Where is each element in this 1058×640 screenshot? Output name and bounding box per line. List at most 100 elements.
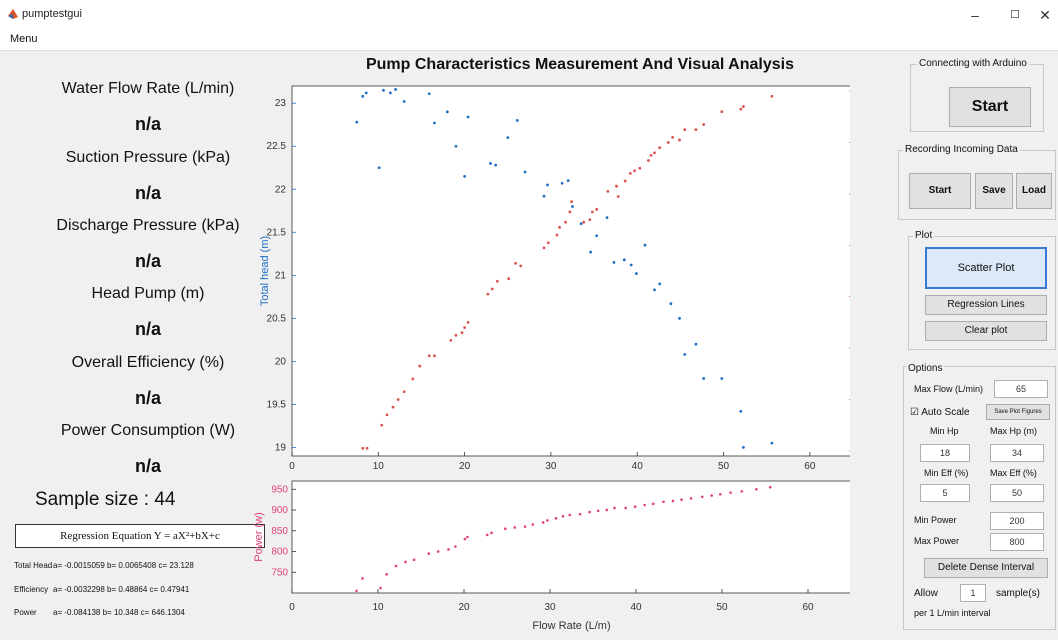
efficiency-point	[391, 405, 395, 409]
suction-pressure-value: n/a	[134, 183, 161, 203]
efficiency-point	[396, 398, 400, 401]
x-tick-label: 20	[459, 461, 471, 472]
auto-scale-checkbox[interactable]: ☑ Auto Scale	[910, 407, 970, 418]
head-point	[494, 163, 498, 167]
head-efficiency-chart: 01020304050601919.52020.52121.52222.5234…	[259, 85, 850, 472]
regression-lines-button[interactable]: Regression Lines	[925, 295, 1047, 315]
efficiency-point	[623, 179, 627, 183]
y-tick-label: 21	[275, 270, 287, 281]
head-point	[741, 445, 745, 449]
efficiency-point	[588, 218, 592, 222]
min-eff-field[interactable]: 5	[920, 484, 970, 502]
x-tick-label: 40	[630, 602, 642, 613]
head-point	[683, 353, 687, 356]
minimize-button[interactable]: –	[971, 7, 979, 23]
options-panel: Options Max Flow (L/min) 65 ☑ Auto Scale…	[903, 363, 1056, 630]
close-button[interactable]: ✕	[1039, 7, 1051, 23]
efficiency-point	[402, 390, 406, 394]
max-power-field[interactable]: 800	[990, 533, 1044, 551]
y-tick-label: 20	[275, 356, 287, 367]
power-point	[463, 537, 467, 541]
regression-row-name: Power	[14, 608, 37, 617]
max-flow-field[interactable]: 65	[994, 380, 1048, 398]
menu-item[interactable]: Menu	[10, 33, 38, 45]
max-power-label: Max Power	[914, 536, 960, 546]
chart-title: Pump Characteristics Measurement And Vis…	[365, 56, 794, 73]
delete-dense-interval-button[interactable]: Delete Dense Interval	[924, 558, 1048, 578]
maximize-button[interactable]: ☐	[1010, 9, 1020, 21]
power-point	[379, 586, 382, 590]
efficiency-point	[741, 105, 745, 108]
power-point	[361, 577, 364, 580]
power-point	[662, 500, 665, 504]
record-save-button[interactable]: Save	[975, 173, 1013, 209]
power-point	[700, 495, 704, 499]
min-hp-field[interactable]: 18	[920, 444, 970, 462]
head-point	[702, 377, 706, 380]
record-load-button[interactable]: Load	[1016, 173, 1052, 209]
power-point	[531, 523, 535, 526]
efficiency-point	[638, 166, 642, 170]
head-point	[377, 166, 381, 170]
efficiency-point	[633, 169, 637, 173]
efficiency-point	[666, 141, 670, 144]
y-tick-label: 800	[271, 547, 288, 558]
power-point	[427, 552, 431, 555]
efficiency-point	[542, 246, 546, 250]
plot-panel: Plot Scatter Plot Regression Lines Clear…	[908, 230, 1056, 350]
power-point	[633, 505, 637, 509]
efficiency-label: Overall Efficiency (%)	[71, 354, 225, 371]
y-tick-label: 19	[275, 442, 287, 453]
y-tick-label: 20.5	[267, 313, 287, 324]
efficiency-point	[433, 354, 436, 358]
head-point	[515, 119, 519, 122]
head-point	[355, 120, 359, 124]
per-interval-label: per 1 L/min interval	[914, 608, 991, 618]
efficiency-point	[365, 446, 369, 450]
power-point	[643, 503, 646, 507]
power-point	[605, 508, 609, 512]
efficiency-point	[514, 261, 517, 265]
efficiency-point	[546, 241, 550, 245]
power-point	[355, 589, 358, 593]
save-plot-figures-button[interactable]: Save Plot Figures	[986, 404, 1050, 420]
power-point	[447, 548, 450, 551]
power-point	[436, 550, 440, 553]
clear-plot-button[interactable]: Clear plot	[925, 321, 1047, 341]
discharge-pressure-value: n/a	[134, 251, 161, 271]
charts-area: 0 10 20 30 40 50 60 19 19.5 20 20.5 21 21.5 22 22.5 23 4…	[253, 85, 850, 632]
record-start-button[interactable]: Start	[909, 173, 971, 209]
power-point	[755, 487, 758, 491]
power-point	[523, 525, 527, 528]
max-hp-field[interactable]: 34	[990, 444, 1044, 462]
scatter-plot-button[interactable]: Scatter Plot	[925, 247, 1047, 289]
sample-size: Sample size : 44	[35, 489, 176, 510]
x-axis-label: Flow Rate (L/m)	[532, 620, 610, 632]
power-point	[740, 490, 744, 493]
min-power-field[interactable]: 200	[990, 512, 1044, 530]
max-eff-field[interactable]: 50	[990, 484, 1044, 502]
power-point	[404, 560, 407, 564]
power-point	[578, 512, 582, 516]
power-point	[454, 545, 457, 548]
arduino-panel: Connecting with Arduino Start	[910, 58, 1044, 132]
power-point	[718, 492, 722, 496]
head-point	[629, 263, 633, 267]
regression-row-coef: a= -0.0032298 b= 0.48864 c= 0.47941	[53, 585, 190, 594]
head-point	[364, 91, 368, 95]
y-axis-label: Total head (m)	[259, 236, 271, 306]
arduino-start-button[interactable]: Start	[949, 87, 1031, 127]
x-tick-label: 10	[373, 461, 385, 472]
head-point	[566, 179, 570, 183]
head-point	[454, 144, 458, 148]
efficiency-point	[694, 128, 698, 132]
head-point	[523, 170, 527, 174]
efficiency-value: n/a	[134, 388, 161, 408]
allow-samples-field[interactable]: 1	[960, 584, 986, 602]
efficiency-point	[770, 94, 774, 98]
efficiency-point	[628, 171, 632, 175]
head-pump-label: Head Pump (m)	[91, 285, 205, 302]
power-chart: 0 10 20 30 40 50 60 750 800 850 900 950 Flow Rate (L…	[253, 480, 850, 632]
head-point	[433, 121, 436, 125]
power-point	[624, 506, 627, 510]
